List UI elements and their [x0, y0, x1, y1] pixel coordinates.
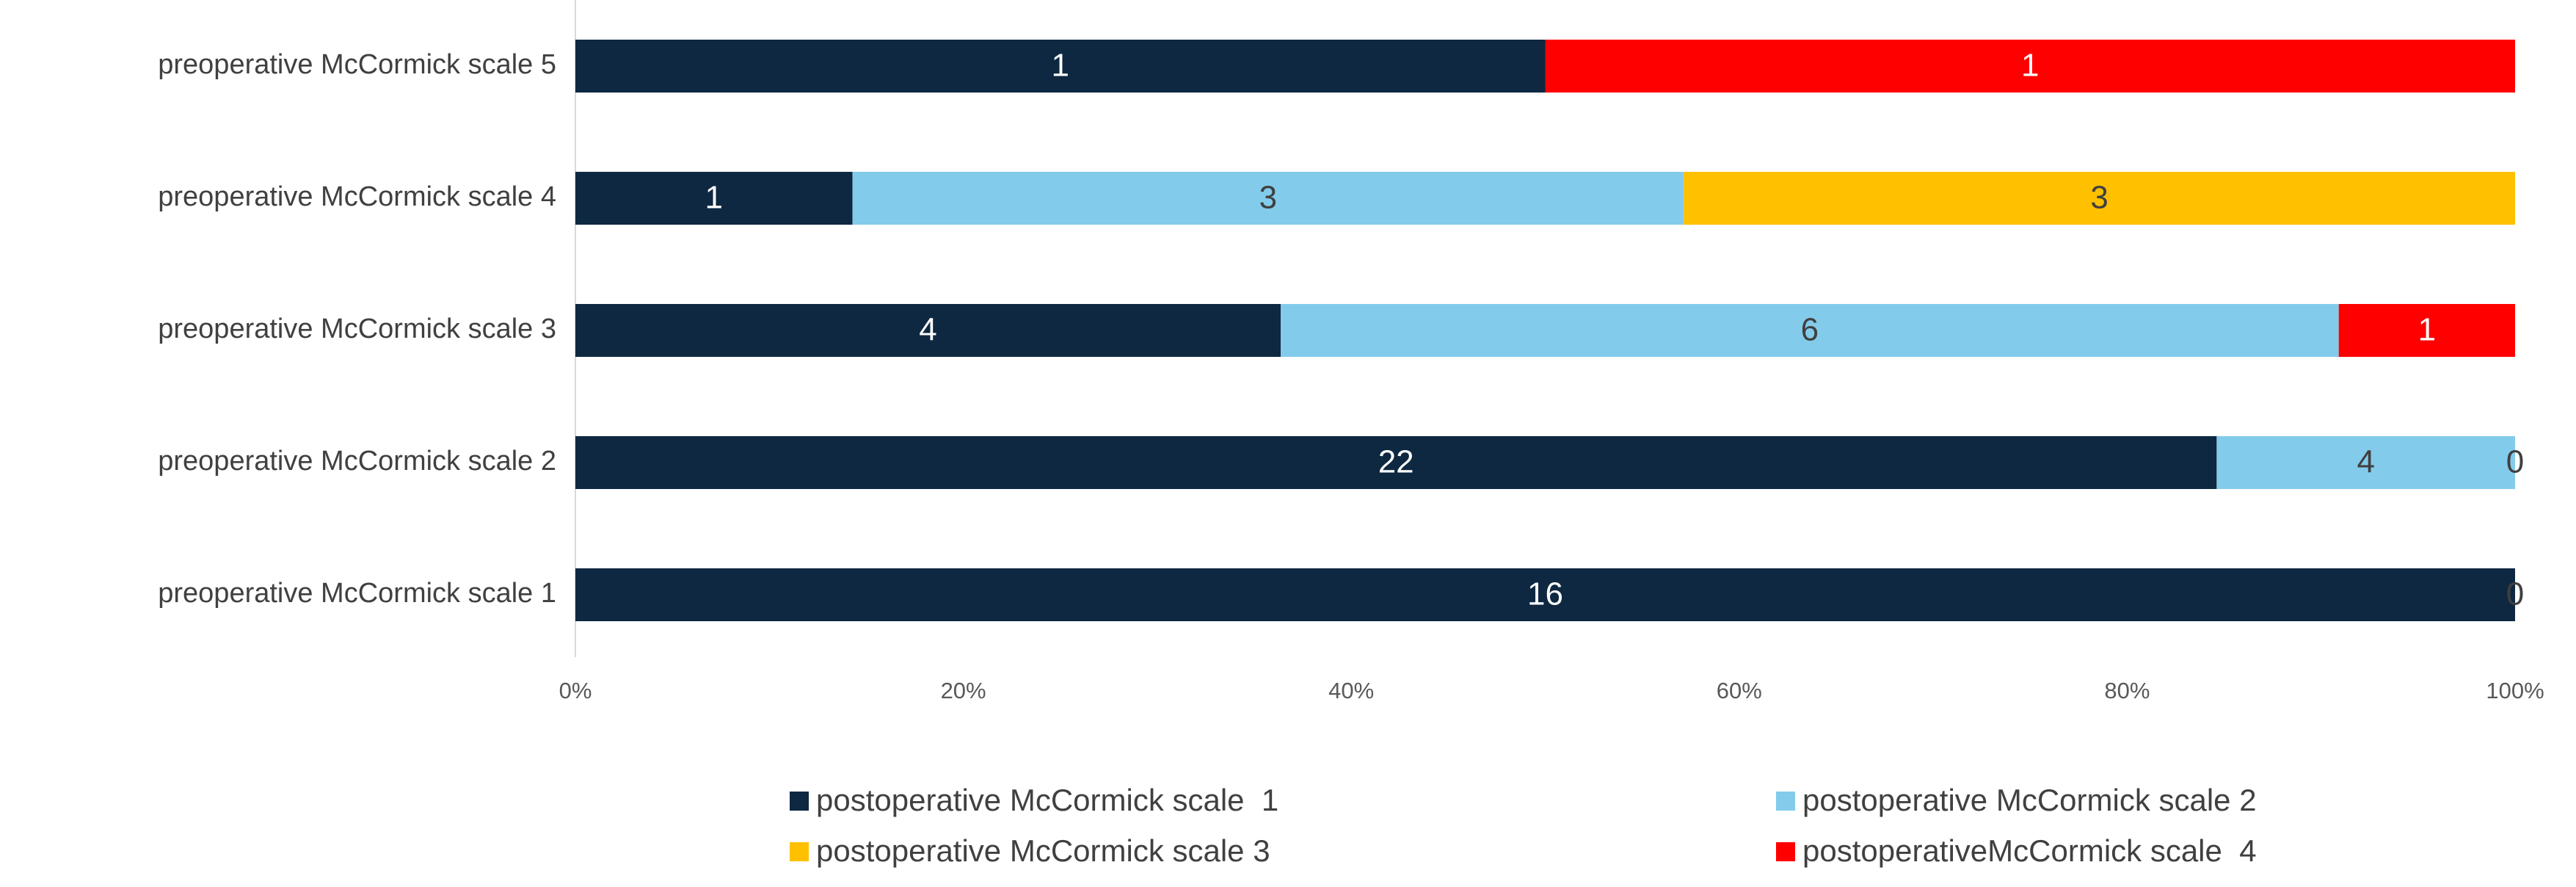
y-tick-label: preoperative McCormick scale 4: [158, 181, 556, 212]
bar-segment: [1684, 172, 2515, 225]
bar-segment: [1281, 304, 2339, 357]
bar-segment: [575, 436, 2217, 489]
x-tick-label: 20%: [941, 678, 986, 703]
data-label: 1: [2418, 312, 2436, 348]
y-tick-label: preoperative McCormick scale 3: [158, 314, 556, 344]
y-tick-label: preoperative McCormick scale 2: [158, 446, 556, 477]
data-label: 22: [1378, 444, 1414, 480]
bar-segment: [575, 172, 853, 225]
y-tick-label: preoperative McCormick scale 5: [158, 49, 556, 80]
bar-segment: [575, 40, 1546, 93]
data-label: 3: [2090, 180, 2108, 216]
data-label: 4: [2357, 444, 2374, 480]
x-tick-label: 80%: [2104, 678, 2150, 703]
bar-segment: [2338, 304, 2515, 357]
data-label: 0: [2506, 576, 2524, 612]
bar-segment: [575, 304, 1281, 357]
data-label: 1: [1052, 48, 1069, 84]
x-tick-label: 60%: [1717, 678, 1762, 703]
bar-segment: [1545, 40, 2515, 93]
data-label: 16: [1527, 576, 1563, 612]
data-label: 1: [2021, 48, 2039, 84]
legend-label: postoperativeMcCormick scale 4: [1802, 833, 2257, 868]
bar-segment: [575, 568, 2515, 621]
legend-marker: [790, 792, 809, 811]
x-tick-label: 0%: [559, 678, 592, 703]
data-label: 3: [1259, 180, 1277, 216]
legend-label: postoperative McCormick scale 1: [816, 783, 1278, 817]
legend-marker: [1776, 842, 1795, 861]
legend-label: postoperative McCormick scale 2: [1802, 783, 2257, 817]
data-label: 4: [919, 312, 936, 348]
bar-segment: [852, 172, 1684, 225]
legend-marker: [1776, 792, 1795, 811]
legend-label: postoperative McCormick scale 3: [816, 833, 1270, 868]
x-tick-label: 100%: [2486, 678, 2544, 703]
legend-marker: [790, 842, 809, 861]
bar-segment: [2216, 436, 2515, 489]
data-label: 0: [2506, 444, 2524, 480]
data-label: 6: [1801, 312, 1819, 348]
data-label: 1: [705, 180, 723, 216]
x-tick-label: 40%: [1328, 678, 1374, 703]
y-tick-label: preoperative McCormick scale 1: [158, 578, 556, 609]
